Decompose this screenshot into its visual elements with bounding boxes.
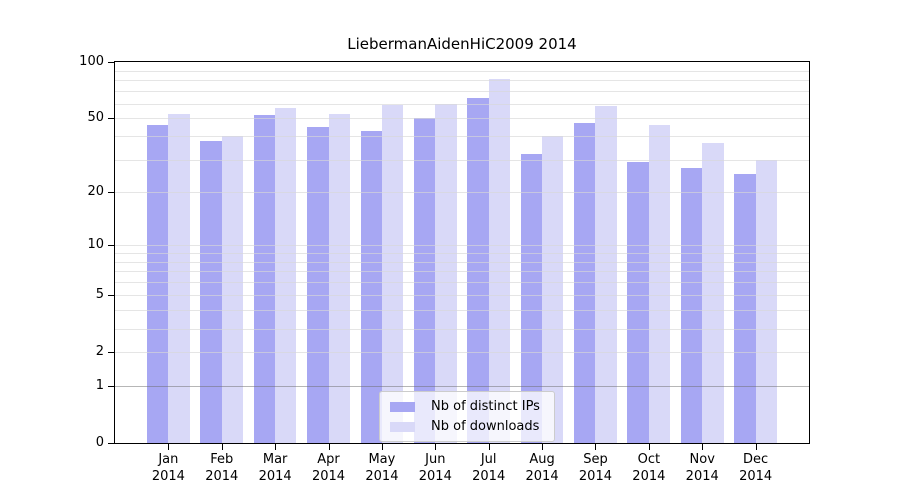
gridline-40 [115,136,809,138]
x-tick-label-nov: Nov 2014 [685,452,719,484]
x-tick-may [381,444,383,450]
x-tick-label-apr: Apr 2014 [311,452,346,484]
legend-swatch-downloads [390,421,415,432]
y-tick-50 [108,118,114,120]
bars-layer [115,62,809,443]
x-tick-label-oct: Oct 2014 [632,452,666,484]
bar-distinct-ips-feb [200,140,222,443]
y-tick-label-10: 10 [87,237,104,253]
y-tick-100 [108,62,114,63]
bar-downloads-mar [275,107,297,443]
bar-distinct-ips-oct [627,162,649,443]
gridline-60 [115,103,809,105]
x-tick-jun [435,444,437,450]
bar-downloads-jul [488,79,511,443]
y-tick-label-50: 50 [87,110,104,126]
x-tick-jan [168,444,170,450]
bar-distinct-ips-nov [680,167,703,443]
y-tick-1 [108,385,114,387]
x-tick-jul [488,444,490,450]
bar-downloads-feb [221,136,244,443]
x-tick-oct [648,444,650,450]
gridline-6 [115,282,809,284]
x-tick-mar [275,444,277,450]
y-tick-label-5: 5 [95,287,104,303]
y-tick-label-0: 0 [95,435,104,450]
x-tick-label-aug: Aug 2014 [525,452,559,484]
x-tick-label-mar: Mar 2014 [258,452,292,484]
gridline-7 [115,271,809,273]
gridline-10 [115,245,809,247]
legend-row-downloads: Nb of downloads [390,419,540,434]
x-tick-sep [595,444,597,450]
chart-title: LiebermanAidenHiC2009 2014 [347,35,577,53]
y-tick-2 [108,352,114,354]
bar-distinct-ips-mar [253,115,276,443]
x-tick-aug [542,444,544,450]
gridline-1 [115,385,809,387]
gridline-80 [115,80,809,82]
y-tick-0 [108,443,114,444]
bar-downloads-apr [328,113,350,443]
bar-downloads-dec [755,159,777,443]
legend-swatch-distinct-ips [390,401,415,412]
x-tick-label-feb: Feb 2014 [205,452,239,484]
y-tick-label-20: 20 [87,183,104,199]
grid-layer [115,62,809,443]
gridline-8 [115,261,809,263]
x-tick-nov [702,444,704,450]
gridline-4 [115,310,809,312]
y-tick-10 [108,245,114,247]
legend-label-downloads: Nb of downloads [431,419,540,434]
x-tick-label-jun: Jun 2014 [418,452,452,484]
legend-row-distinct-ips: Nb of distinct IPs [390,399,540,414]
y-tick-5 [108,295,114,297]
x-tick-feb [221,444,223,450]
gridline-3 [115,328,809,330]
x-tick-label-jul: Jul 2014 [472,452,506,484]
x-tick-label-dec: Dec 2014 [739,452,773,484]
gridline-2 [115,352,809,354]
y-tick-20 [108,191,114,193]
x-tick-apr [328,444,330,450]
x-tick-label-may: May 2014 [365,452,399,484]
gridline-70 [115,91,809,93]
bar-distinct-ips-sep [574,123,596,443]
bar-downloads-oct [648,125,671,443]
y-tick-label-2: 2 [95,344,104,360]
bar-distinct-ips-dec [734,174,756,443]
x-tick-dec [755,444,757,450]
bar-distinct-ips-apr [307,126,329,443]
bar-downloads-jan [168,113,190,443]
gridline-5 [115,295,809,297]
gridline-30 [115,159,809,161]
bar-distinct-ips-jan [147,125,169,443]
gridline-50 [115,118,809,120]
bar-downloads-nov [702,142,724,443]
x-tick-label-sep: Sep 2014 [578,452,612,484]
y-tick-label-1: 1 [95,377,104,393]
gridline-9 [115,252,809,254]
legend-label-distinct-ips: Nb of distinct IPs [431,399,540,414]
gridline-20 [115,191,809,193]
bar-downloads-sep [595,106,617,443]
legend: Nb of distinct IPs Nb of downloads [379,391,555,442]
plot-area [114,61,810,444]
x-tick-label-jan: Jan 2014 [151,452,185,484]
y-tick-label-100: 100 [79,54,104,69]
gridline-90 [115,70,809,72]
